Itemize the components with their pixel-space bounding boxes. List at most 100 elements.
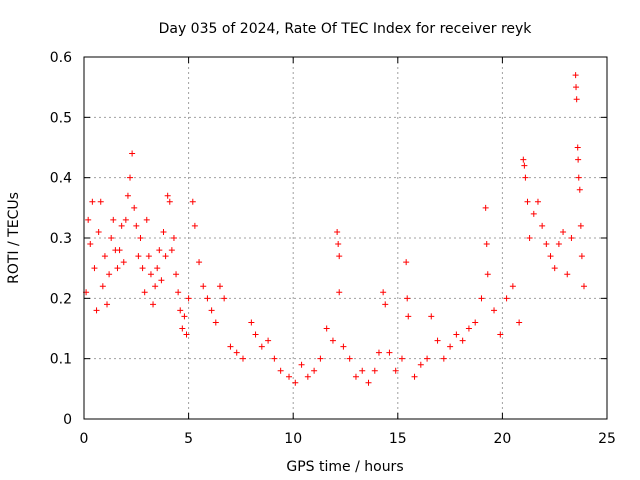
data-point xyxy=(539,222,546,229)
data-point xyxy=(478,295,485,302)
data-point xyxy=(120,259,127,266)
data-point xyxy=(131,204,138,211)
data-point xyxy=(526,235,533,241)
y-tick-label: 0.4 xyxy=(50,171,72,187)
data-point xyxy=(547,253,554,260)
data-point xyxy=(575,156,582,163)
data-point xyxy=(386,349,393,356)
data-point xyxy=(239,355,246,362)
data-point xyxy=(170,235,177,241)
data-point xyxy=(141,289,148,296)
data-point xyxy=(417,361,424,368)
x-tick-label: 20 xyxy=(493,431,511,447)
data-point xyxy=(317,355,324,362)
data-point xyxy=(304,373,311,380)
data-point xyxy=(127,174,134,181)
data-point xyxy=(577,222,584,229)
data-point xyxy=(534,198,541,205)
data-point xyxy=(216,283,223,290)
data-point xyxy=(129,150,136,157)
x-tick-label: 5 xyxy=(184,431,193,447)
data-point xyxy=(168,247,175,254)
data-point xyxy=(503,295,510,302)
data-point xyxy=(578,253,585,260)
data-point xyxy=(543,241,550,248)
data-point xyxy=(99,283,106,290)
x-tick-label: 0 xyxy=(80,431,89,447)
data-point xyxy=(568,235,575,241)
data-point xyxy=(298,361,305,368)
data-point xyxy=(212,319,219,326)
data-point xyxy=(564,271,571,278)
data-point xyxy=(139,265,146,272)
data-point xyxy=(137,235,144,241)
data-point xyxy=(375,349,382,356)
data-point xyxy=(158,277,165,284)
data-point xyxy=(459,337,466,344)
x-axis-label: GPS time / hours xyxy=(286,459,403,475)
data-point xyxy=(179,325,186,332)
data-point xyxy=(428,313,435,320)
data-point xyxy=(258,343,265,350)
data-point xyxy=(575,174,582,181)
data-point xyxy=(411,373,418,380)
data-point xyxy=(403,259,410,266)
data-point xyxy=(104,301,111,308)
data-point xyxy=(392,367,399,374)
data-point xyxy=(573,96,580,103)
x-tick-label: 10 xyxy=(284,431,302,447)
data-point xyxy=(329,337,336,344)
y-tick-label: 0.6 xyxy=(50,50,72,66)
data-point xyxy=(560,228,567,235)
data-point xyxy=(497,331,504,338)
x-tick-label: 15 xyxy=(389,431,407,447)
data-point xyxy=(85,216,92,223)
data-point xyxy=(335,241,342,248)
data-point xyxy=(453,331,460,338)
data-point xyxy=(346,355,353,362)
data-point xyxy=(334,228,341,235)
data-point xyxy=(108,235,115,241)
data-point xyxy=(551,265,558,272)
data-point xyxy=(110,216,117,223)
data-point xyxy=(133,222,140,229)
data-point xyxy=(248,319,255,326)
data-point xyxy=(516,319,523,326)
data-point xyxy=(91,265,98,272)
y-tick-label: 0.2 xyxy=(50,291,72,307)
data-point xyxy=(572,72,579,79)
data-point xyxy=(143,216,150,223)
data-point xyxy=(135,253,142,260)
data-point xyxy=(191,222,198,229)
y-tick-label: 0.1 xyxy=(50,352,72,368)
data-point xyxy=(175,289,182,296)
data-point xyxy=(380,289,387,296)
y-tick-label: 0.3 xyxy=(50,231,72,247)
data-point xyxy=(311,367,318,374)
data-point xyxy=(116,247,123,254)
data-point xyxy=(166,198,173,205)
data-point xyxy=(93,307,100,314)
data-point xyxy=(200,283,207,290)
y-axis-label: ROTI / TECUs xyxy=(6,192,22,284)
data-point xyxy=(122,216,129,223)
data-point xyxy=(440,355,447,362)
data-point xyxy=(154,265,161,272)
data-point xyxy=(336,289,343,296)
data-point xyxy=(509,283,516,290)
data-point xyxy=(521,162,528,169)
data-point xyxy=(292,379,299,386)
x-tick-label: 25 xyxy=(598,431,616,447)
data-point xyxy=(382,301,389,308)
data-point xyxy=(530,210,537,217)
data-point xyxy=(89,198,96,205)
data-point xyxy=(87,241,94,248)
data-point xyxy=(233,349,240,356)
data-point xyxy=(185,295,192,302)
data-point xyxy=(189,198,196,205)
tick-labels: 0 5 10 15 20 25 0 0.1 0.2 0.3 0.4 0.5 0.6 xyxy=(50,50,616,447)
data-point xyxy=(95,228,102,235)
data-point xyxy=(424,355,431,362)
data-point xyxy=(472,319,479,326)
